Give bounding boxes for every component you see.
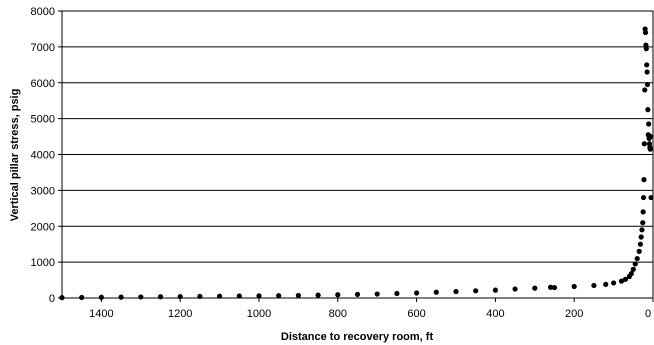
data-point (618, 278, 625, 284)
x-tick-label: 0 (645, 308, 651, 320)
data-point (532, 285, 538, 291)
data-point (453, 288, 459, 295)
data-point (315, 292, 321, 298)
data-point (603, 281, 609, 287)
x-tick-label: 400 (486, 308, 504, 320)
data-point (571, 283, 577, 290)
y-tick-label: 4000 (31, 150, 55, 162)
y-tick-label: 7000 (31, 42, 55, 54)
data-point (642, 29, 649, 36)
data-point (79, 294, 85, 301)
data-point (646, 121, 652, 127)
data-point (640, 209, 646, 215)
y-tick-label: 8000 (31, 6, 55, 18)
data-point (591, 282, 597, 289)
data-point (648, 194, 654, 201)
data-point (644, 62, 650, 68)
gridlines (62, 46, 653, 263)
data-point (636, 248, 642, 254)
x-axis: 1400 1200 1000 800 600 400 200 0 (89, 298, 654, 320)
data-point (118, 294, 124, 300)
data-point (647, 146, 653, 152)
data-point (648, 133, 654, 140)
data-point (641, 141, 647, 147)
data-point (637, 241, 643, 247)
data-point (632, 261, 638, 267)
data-point (354, 291, 361, 298)
data-point (639, 227, 645, 233)
data-point (547, 284, 554, 290)
y-axis: 0 1000 2000 3000 4000 5000 6000 7000 8000 (31, 6, 62, 305)
data-point (641, 177, 647, 183)
y-tick-label: 3000 (31, 185, 55, 197)
data-point (276, 293, 282, 299)
data-point (640, 220, 646, 226)
data-point (335, 292, 341, 298)
data-point (640, 194, 647, 201)
data-point (645, 107, 651, 113)
x-tick-label: 200 (565, 308, 583, 320)
data-point (638, 234, 644, 240)
data-point (642, 87, 648, 93)
data-point (551, 284, 558, 291)
data-point (59, 295, 65, 301)
data-point (611, 280, 617, 286)
data-point (644, 81, 651, 88)
data-point (217, 293, 223, 299)
data-point (473, 288, 479, 294)
data-point (414, 290, 420, 296)
y-tick-label: 6000 (31, 78, 55, 90)
y-tick-label: 2000 (31, 221, 55, 233)
x-tick-label: 1000 (247, 308, 271, 320)
data-point (622, 276, 629, 282)
data-point (394, 290, 400, 297)
y-tick-label: 0 (49, 293, 55, 305)
data-point (433, 289, 439, 295)
data-point (256, 293, 262, 299)
data-point (138, 294, 144, 300)
data-point (295, 292, 301, 299)
data-point (157, 294, 164, 300)
data-point (628, 271, 634, 277)
data-point (98, 294, 104, 300)
data-series (59, 26, 654, 301)
data-point (644, 69, 650, 75)
data-point (197, 293, 203, 299)
data-point (492, 287, 498, 293)
data-point (634, 255, 640, 262)
data-point (643, 46, 649, 52)
data-point (177, 293, 183, 300)
data-point (630, 266, 636, 272)
x-tick-label: 1200 (168, 308, 192, 320)
data-point (236, 293, 242, 299)
y-tick-label: 1000 (31, 257, 55, 269)
x-tick-label: 1400 (89, 308, 113, 320)
y-axis-title: Vertical pillar stress, psig (9, 89, 21, 222)
x-tick-label: 800 (329, 308, 347, 320)
data-point (374, 291, 380, 297)
data-point (512, 286, 518, 292)
y-tick-label: 5000 (31, 114, 55, 126)
x-axis-title: Distance to recovery room, ft (281, 331, 434, 343)
x-tick-label: 600 (407, 308, 425, 320)
